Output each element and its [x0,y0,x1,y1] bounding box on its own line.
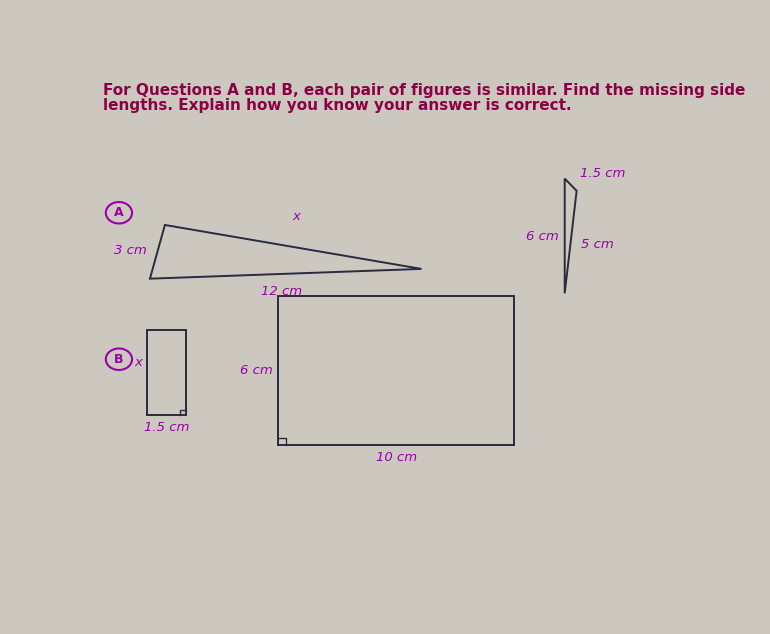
Text: 1.5 cm: 1.5 cm [144,421,189,434]
Text: 1.5 cm: 1.5 cm [580,167,625,180]
Text: For Questions A and B, each pair of figures is similar. Find the missing side: For Questions A and B, each pair of figu… [103,84,746,98]
Text: B: B [114,353,124,366]
Text: lengths. Explain how you know your answer is correct.: lengths. Explain how you know your answe… [103,98,572,113]
Bar [278,295,514,444]
Bar [147,330,186,415]
Text: 6 cm: 6 cm [239,364,273,377]
Text: 3 cm: 3 cm [114,244,147,257]
Text: 5 cm: 5 cm [581,238,614,251]
Text: x: x [293,209,300,223]
Text: A: A [114,206,124,219]
Text: 10 cm: 10 cm [376,451,417,463]
Text: x: x [134,356,142,369]
Text: 6 cm: 6 cm [526,230,559,243]
Text: 12 cm: 12 cm [261,285,302,298]
